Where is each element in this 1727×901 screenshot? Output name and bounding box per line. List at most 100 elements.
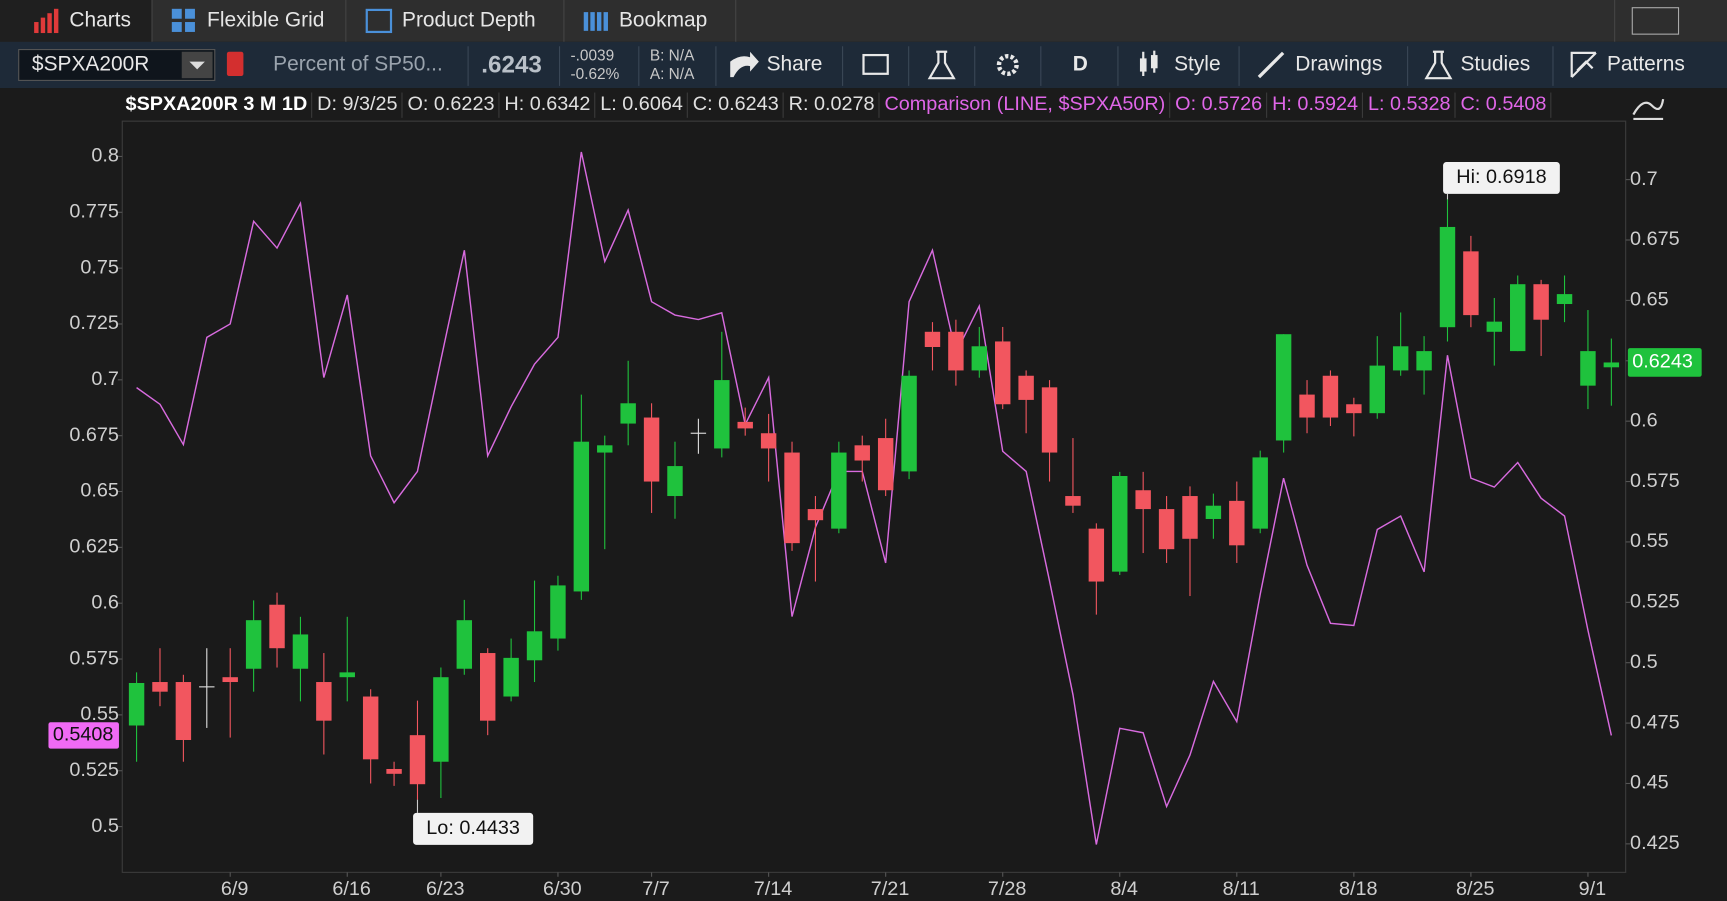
x-tick-label: 6/30 — [543, 878, 582, 900]
comparison-field: O: 0.5726 — [1175, 93, 1262, 115]
candle-body — [1533, 284, 1549, 320]
y2-tick-label: 0.75 — [80, 256, 119, 278]
studies-button[interactable]: Studies — [1460, 53, 1530, 76]
x-tick-label: 7/21 — [871, 878, 910, 900]
bid: B: N/A — [650, 47, 695, 64]
candle-body — [362, 696, 379, 760]
comparison-last-label: 0.5408 — [53, 724, 114, 746]
header-field: L: 0.6064 — [600, 93, 683, 115]
header-field: H: 0.6342 — [504, 93, 590, 115]
comparison-field: C: 0.5408 — [1461, 93, 1547, 115]
candle-body — [409, 735, 426, 785]
candle-body — [995, 341, 1011, 405]
y-tick-label: 0.55 — [1630, 530, 1669, 552]
candle-body — [854, 445, 870, 461]
news-icon[interactable] — [862, 53, 889, 75]
comparison-field: H: 0.5924 — [1272, 93, 1358, 115]
y-tick-label: 0.6 — [1630, 409, 1658, 431]
style-button[interactable]: Style — [1174, 53, 1220, 76]
candle-body — [1275, 334, 1292, 441]
candle-body — [573, 441, 590, 592]
plot-area — [121, 120, 1627, 873]
dropdown-arrow — [189, 61, 205, 70]
flask-icon[interactable] — [927, 50, 956, 80]
candle-body — [222, 677, 238, 683]
header-title: $SPXA200R 3 M 1D — [126, 93, 308, 115]
style-icon — [1139, 50, 1158, 77]
y-tick-label: 0.65 — [1630, 289, 1669, 311]
y-tick-label: 0.425 — [1630, 832, 1680, 854]
candle-body — [269, 604, 285, 649]
tab[interactable]: Bookmap — [619, 8, 707, 31]
patterns-button[interactable]: Patterns — [1607, 53, 1685, 76]
candle-body — [386, 768, 402, 774]
comparison-tag — [48, 722, 119, 749]
patterns-icon — [1570, 51, 1597, 78]
tab-bar — [0, 0, 1727, 42]
candle-body — [620, 403, 636, 424]
candle-body — [784, 452, 800, 544]
x-tick-label: 6/9 — [221, 878, 249, 900]
comparison-line — [136, 151, 1613, 845]
alert-icon[interactable] — [226, 51, 244, 77]
candle-body — [503, 657, 519, 697]
candle-body — [128, 682, 145, 726]
comparison-title: Comparison (LINE, $SPXA50R) — [884, 93, 1165, 115]
candle-body — [433, 677, 449, 762]
candle-body — [1603, 362, 1620, 368]
candle-body — [760, 433, 777, 449]
last-price-tag — [1627, 348, 1702, 377]
candle-body — [597, 445, 613, 453]
period-button[interactable]: D — [1073, 53, 1088, 76]
symbol[interactable]: $SPXA200R — [32, 53, 149, 76]
candle-body — [714, 380, 730, 449]
x-tick-label: 8/4 — [1110, 878, 1138, 900]
candle-body — [1135, 490, 1151, 510]
candle-body — [807, 509, 824, 521]
candle-body — [456, 620, 473, 669]
annotation: Hi: 0.6918 — [1456, 166, 1546, 188]
drawings-icon — [1257, 51, 1285, 79]
y2-tick-label: 0.55 — [80, 703, 119, 725]
candle-body — [1580, 351, 1596, 386]
candle-body — [339, 672, 355, 678]
candle-body — [1510, 284, 1526, 352]
studies-icon — [1424, 50, 1453, 80]
annotation: Lo: 0.4433 — [426, 817, 520, 839]
y-tick-label: 0.575 — [1630, 470, 1680, 492]
share-button[interactable]: Share — [767, 53, 823, 76]
x-tick-label: 7/14 — [754, 878, 793, 900]
candle-body — [877, 438, 894, 491]
candle-body — [175, 682, 192, 740]
candle-body — [1041, 387, 1058, 453]
bookmap-icon — [583, 12, 608, 31]
x-tick-label: 7/7 — [642, 878, 670, 900]
last-price: .6243 — [481, 51, 542, 78]
window-button[interactable] — [1631, 7, 1680, 35]
header-field: O: 0.6223 — [407, 93, 494, 115]
x-tick-label: 6/23 — [426, 878, 465, 900]
drawings-button[interactable]: Drawings — [1295, 53, 1382, 76]
y2-tick-label: 0.575 — [69, 647, 119, 669]
chart-header: $SPXA200R 3 M 1D D: 9/3/25 O: 0.6223 H: 0.6… — [126, 92, 1552, 118]
y2-tick-label: 0.775 — [69, 201, 119, 223]
candle-body — [1346, 404, 1362, 414]
y-tick-label: 0.45 — [1630, 772, 1669, 794]
candle-body — [152, 682, 168, 692]
candle-body — [1229, 500, 1245, 546]
description: Percent of SP50... — [273, 53, 443, 76]
tab[interactable]: Flexible Grid — [207, 8, 324, 31]
y-tick-label: 0.475 — [1630, 711, 1680, 733]
y2-tick-label: 0.6 — [91, 591, 119, 613]
candle-body — [1439, 226, 1456, 328]
y-tick-label: 0.7 — [1630, 168, 1658, 190]
candle-body — [1556, 294, 1573, 305]
chart-settings-icon[interactable] — [1632, 98, 1665, 121]
x-tick-label: 8/25 — [1456, 878, 1495, 900]
tab[interactable]: Charts — [69, 8, 131, 31]
tab[interactable]: Product Depth — [402, 8, 536, 31]
last-price-label: 0.6243 — [1632, 351, 1693, 373]
tab-active[interactable] — [0, 0, 152, 42]
candle-body — [667, 466, 683, 497]
